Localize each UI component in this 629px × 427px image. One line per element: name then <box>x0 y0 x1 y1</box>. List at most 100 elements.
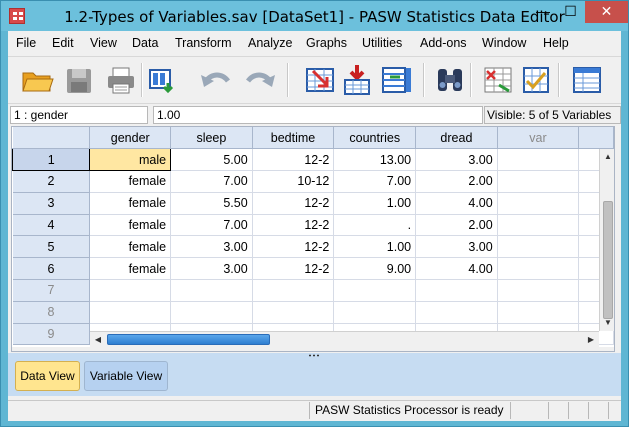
column-header-dread[interactable]: dread <box>415 127 498 150</box>
menu-addons[interactable]: Add-ons <box>420 36 467 50</box>
grid-corner[interactable] <box>12 127 91 150</box>
goto-case-icon[interactable] <box>303 63 337 97</box>
data-cell[interactable]: 1.00 <box>333 192 417 215</box>
data-cell[interactable] <box>89 279 172 302</box>
data-cell[interactable]: 13.00 <box>333 148 417 172</box>
data-cell[interactable] <box>333 279 417 302</box>
data-cell[interactable]: female <box>89 235 172 259</box>
insert-cases-icon[interactable] <box>340 63 374 97</box>
data-cell[interactable] <box>333 301 417 324</box>
cell-reference-field[interactable]: 1 : gender <box>10 106 148 124</box>
row-header[interactable]: 8 <box>12 301 91 324</box>
data-cell[interactable]: 10-12 <box>252 170 335 193</box>
scroll-up-icon[interactable]: ▲ <box>604 152 612 161</box>
column-header-empty[interactable] <box>578 127 614 150</box>
row-header[interactable]: 6 <box>12 257 91 281</box>
open-folder-icon[interactable] <box>20 63 54 97</box>
data-cell[interactable]: 12-2 <box>252 148 335 172</box>
data-cell[interactable] <box>415 279 498 302</box>
data-cell[interactable]: female <box>89 192 172 215</box>
data-cell[interactable]: female <box>89 214 172 237</box>
data-cell[interactable]: 5.50 <box>170 192 253 215</box>
data-cell[interactable] <box>497 235 580 259</box>
data-cell[interactable]: 4.00 <box>415 257 498 281</box>
maximize-button[interactable]: ☐ <box>564 3 577 19</box>
data-cell[interactable]: 2.00 <box>415 170 498 193</box>
split-file-icon[interactable] <box>481 63 515 97</box>
data-cell[interactable]: 7.00 <box>333 170 417 193</box>
menu-edit[interactable]: Edit <box>52 36 74 50</box>
data-cell[interactable]: 2.00 <box>415 214 498 237</box>
print-icon[interactable] <box>104 63 138 97</box>
row-header[interactable]: 2 <box>12 170 91 193</box>
data-cell[interactable]: 9.00 <box>333 257 417 281</box>
row-header[interactable]: 7 <box>12 279 91 302</box>
scroll-down-icon[interactable]: ▼ <box>604 318 612 327</box>
menu-analyze[interactable]: Analyze <box>248 36 293 50</box>
data-cell[interactable] <box>497 170 580 193</box>
title-bar[interactable]: 1.2-Types of Variables.sav [DataSet1] - … <box>1 1 628 31</box>
data-cell[interactable] <box>89 301 172 324</box>
data-cell[interactable]: 7.00 <box>170 214 253 237</box>
data-cell[interactable] <box>170 279 253 302</box>
data-cell[interactable] <box>170 301 253 324</box>
data-cell[interactable] <box>497 279 580 302</box>
row-header[interactable]: 9 <box>12 323 91 346</box>
data-cell[interactable]: 3.00 <box>415 235 498 259</box>
menu-help[interactable]: Help <box>543 36 569 50</box>
cell-value-field[interactable]: 1.00 <box>153 106 483 124</box>
tab-data-view[interactable]: Data View <box>15 361 80 391</box>
vertical-scrollbar[interactable]: ▲ ▼ <box>599 149 614 331</box>
scroll-left-icon[interactable]: ◀ <box>94 335 102 344</box>
data-cell[interactable]: male <box>89 148 172 172</box>
redo-icon[interactable] <box>244 63 278 97</box>
menu-utilities[interactable]: Utilities <box>362 36 403 50</box>
insert-variable-icon[interactable] <box>380 63 414 97</box>
data-cell[interactable] <box>497 214 580 237</box>
menu-view[interactable]: View <box>90 36 117 50</box>
row-header[interactable]: 5 <box>12 235 91 259</box>
scroll-right-icon[interactable]: ▶ <box>587 335 595 344</box>
pane-splitter[interactable] <box>8 353 621 358</box>
column-header-gender[interactable]: gender <box>89 127 172 150</box>
column-header-bedtime[interactable]: bedtime <box>252 127 335 150</box>
data-cell[interactable]: 3.00 <box>170 257 253 281</box>
data-cell[interactable]: 3.00 <box>170 235 253 259</box>
menu-graphs[interactable]: Graphs <box>306 36 347 50</box>
column-header-var[interactable]: var <box>497 127 580 150</box>
data-cell[interactable]: 1.00 <box>333 235 417 259</box>
find-icon[interactable] <box>433 63 467 97</box>
data-cell[interactable]: 12-2 <box>252 257 335 281</box>
data-cell[interactable]: 4.00 <box>415 192 498 215</box>
data-cell[interactable]: female <box>89 257 172 281</box>
minimize-button[interactable]: — <box>536 3 550 19</box>
column-header-sleep[interactable]: sleep <box>170 127 253 150</box>
data-cell[interactable]: 5.00 <box>170 148 253 172</box>
data-cell[interactable]: female <box>89 170 172 193</box>
data-cell[interactable]: 12-2 <box>252 214 335 237</box>
vertical-scroll-thumb[interactable] <box>603 201 613 319</box>
value-labels-icon[interactable] <box>570 63 604 97</box>
row-header[interactable]: 4 <box>12 214 91 237</box>
data-cell[interactable]: . <box>333 214 417 237</box>
data-cell[interactable] <box>497 301 580 324</box>
horizontal-scrollbar[interactable]: ◀ ▶ <box>90 331 599 347</box>
data-cell[interactable] <box>252 301 335 324</box>
data-cell[interactable] <box>497 192 580 215</box>
data-cell[interactable] <box>252 279 335 302</box>
menu-transform[interactable]: Transform <box>175 36 232 50</box>
data-cell[interactable]: 12-2 <box>252 235 335 259</box>
data-cell[interactable] <box>497 148 580 172</box>
menu-file[interactable]: File <box>16 36 37 50</box>
horizontal-scroll-thumb[interactable] <box>107 334 270 345</box>
data-cell[interactable]: 3.00 <box>415 148 498 172</box>
row-header[interactable]: 1 <box>12 148 91 172</box>
close-button[interactable]: ✕ <box>585 1 628 23</box>
undo-icon[interactable] <box>198 63 232 97</box>
column-header-countries[interactable]: countries <box>333 127 417 150</box>
data-cell[interactable] <box>497 257 580 281</box>
data-cell[interactable]: 12-2 <box>252 192 335 215</box>
menu-data[interactable]: Data <box>132 36 159 50</box>
dialog-recall-icon[interactable] <box>146 63 180 97</box>
row-header[interactable]: 3 <box>12 192 91 215</box>
